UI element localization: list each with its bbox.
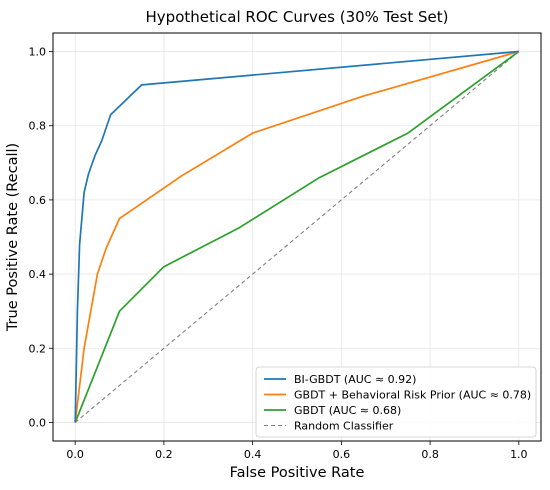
series-layer bbox=[74, 50, 520, 423]
legend-box bbox=[255, 366, 537, 438]
legend-label: GBDT + Behavioral Risk Prior (AUC ≈ 0.78… bbox=[294, 389, 531, 402]
legend-label: BI-GBDT (AUC ≈ 0.92) bbox=[294, 373, 416, 386]
x-tick-label: 1.0 bbox=[510, 448, 528, 461]
y-axis-label: True Positive Rate (Recall) bbox=[5, 143, 21, 332]
x-tick-label: 0.2 bbox=[155, 448, 173, 461]
x-axis-label: False Positive Rate bbox=[230, 465, 365, 481]
series-line-0 bbox=[74, 50, 519, 423]
grid-lines bbox=[53, 33, 541, 441]
x-tick-label: 0.6 bbox=[333, 448, 351, 461]
y-tick-label: 0.6 bbox=[29, 194, 47, 207]
legend-label: Random Classifier bbox=[294, 420, 394, 433]
legend-label: GBDT (AUC ≈ 0.68) bbox=[294, 404, 401, 417]
series-line-3 bbox=[74, 51, 520, 423]
y-tick-label: 0.0 bbox=[29, 416, 47, 429]
y-tick-label: 0.2 bbox=[29, 342, 47, 355]
chart-title: Hypothetical ROC Curves (30% Test Set) bbox=[146, 8, 449, 26]
x-tick-label: 0.4 bbox=[244, 448, 262, 461]
y-tick-label: 0.8 bbox=[29, 120, 47, 133]
x-tick-label: 0.8 bbox=[421, 448, 439, 461]
axis-ticks: 0.0 0.2 0.4 0.6 0.8 1.0 0.0 0.2 0.4 0.6 0.8 1.0 bbox=[29, 46, 528, 461]
legend: BI-GBDT (AUC ≈ 0.92) GBDT + Behavioral Ri… bbox=[255, 366, 537, 438]
y-tick-label: 1.0 bbox=[29, 46, 47, 59]
series-line-1 bbox=[74, 50, 520, 423]
series-line-2 bbox=[74, 50, 520, 423]
x-tick-label: 0.0 bbox=[66, 448, 84, 461]
plot-frame bbox=[52, 32, 542, 442]
y-tick-label: 0.4 bbox=[29, 268, 47, 281]
